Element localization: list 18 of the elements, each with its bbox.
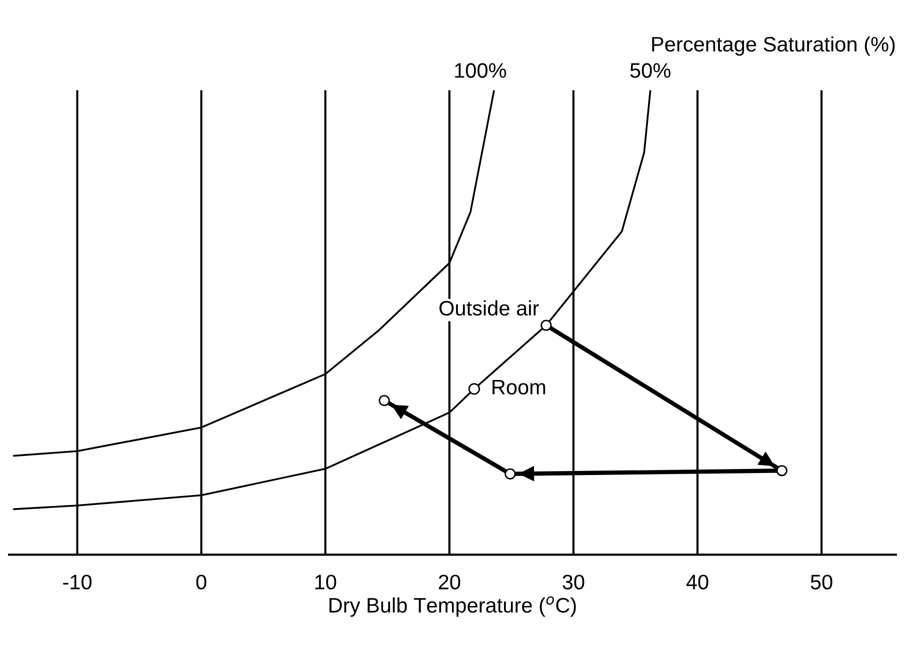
point xyxy=(468,383,480,395)
chart-title: Percentage Saturation (%) xyxy=(652,36,895,56)
x-tick-label: 40 xyxy=(686,574,708,590)
x-axis-title: Dry Bulb Temperature ($^{o}$C) xyxy=(330,596,576,617)
x-tick-label: 50 xyxy=(810,574,832,590)
point xyxy=(540,320,552,331)
point xyxy=(504,468,516,480)
x-tick-label: 10 xyxy=(315,574,336,590)
annotation: Outside air xyxy=(439,300,539,316)
point xyxy=(776,465,788,476)
x-tick-label: 20 xyxy=(438,574,460,590)
x-tick-label: 0 xyxy=(196,574,206,590)
point xyxy=(378,394,390,406)
series-label: 50% xyxy=(630,63,670,78)
x-tick-label: 30 xyxy=(562,574,584,590)
annotation: Room xyxy=(492,380,546,394)
x-tick-label: -10 xyxy=(63,574,92,590)
series-label: 100% xyxy=(455,63,506,78)
